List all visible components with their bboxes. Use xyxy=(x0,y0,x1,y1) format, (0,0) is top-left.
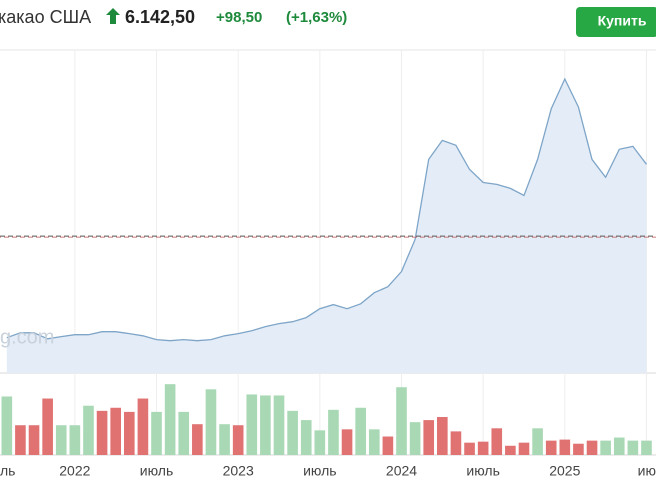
volume-bar xyxy=(464,442,475,455)
change-pct: (+1,63%) xyxy=(286,9,347,26)
volume-bar xyxy=(123,411,135,455)
price-area xyxy=(6,79,647,373)
volume-bar xyxy=(1,396,13,455)
x-tick-label: июль xyxy=(303,463,336,479)
price-line xyxy=(6,77,648,342)
volume-bar xyxy=(192,424,203,455)
volume-bar xyxy=(341,429,353,455)
buy-button-label[interactable]: Купить xyxy=(598,13,647,29)
volume-bar xyxy=(477,441,489,455)
up-arrow xyxy=(106,8,120,24)
volume-bar xyxy=(491,428,503,455)
x-tick-label: ль xyxy=(0,463,15,479)
volume-bar xyxy=(545,440,557,455)
volume-bar xyxy=(69,425,81,455)
x-tick-label: июль xyxy=(466,463,499,479)
instrument-title: какао США xyxy=(0,7,91,27)
volume-bar xyxy=(641,440,652,455)
x-tick-label: 2023 xyxy=(223,463,254,479)
volume-bar xyxy=(205,389,217,455)
volume-bar xyxy=(355,407,366,455)
volume-bar xyxy=(314,430,326,455)
volume-bar xyxy=(559,439,571,455)
volume-bar xyxy=(137,398,149,455)
volume-bar xyxy=(260,395,271,455)
volume-bar xyxy=(627,440,639,455)
x-tick-label: 2022 xyxy=(59,463,90,479)
watermark: g.com xyxy=(0,326,54,348)
volume-bar xyxy=(110,407,121,455)
x-tick-label: ию xyxy=(638,463,656,479)
volume-bar xyxy=(586,440,598,455)
price: 6.142,50 xyxy=(125,7,195,27)
volume-bar xyxy=(600,440,611,455)
x-tick-label: 2024 xyxy=(386,463,417,479)
volume-bar xyxy=(518,442,530,455)
volume-bar xyxy=(273,395,285,455)
volume-bar xyxy=(300,420,312,455)
volume-bar xyxy=(96,410,108,455)
volume-bar xyxy=(613,437,625,455)
volume-bar xyxy=(151,411,162,455)
volume-bar xyxy=(232,425,244,455)
volume-bar xyxy=(532,428,543,455)
volume-bar xyxy=(83,405,94,455)
x-tick-label: 2025 xyxy=(549,463,580,479)
volume-bar xyxy=(382,436,394,455)
volume-bar xyxy=(505,445,516,455)
volume-bar xyxy=(328,409,339,455)
volume-bar xyxy=(55,425,67,455)
volume-bar xyxy=(573,443,584,455)
volume-bar xyxy=(178,411,190,455)
volume-bar xyxy=(219,424,230,455)
volume-bar xyxy=(423,420,435,455)
volume-bar xyxy=(42,398,53,455)
buy-button[interactable] xyxy=(576,7,656,37)
volume-bar xyxy=(450,431,462,455)
volume-bar xyxy=(246,394,258,455)
volume-bar xyxy=(396,387,407,455)
volume-bar xyxy=(15,425,26,455)
volume-bar xyxy=(368,429,380,455)
volume-bar xyxy=(28,425,40,455)
x-tick-label: июль xyxy=(140,463,173,479)
volume-bar xyxy=(409,422,421,455)
change: +98,50 xyxy=(216,9,262,26)
volume-bar xyxy=(437,417,448,455)
volume-bar xyxy=(287,410,298,455)
volume-bar xyxy=(164,384,176,455)
